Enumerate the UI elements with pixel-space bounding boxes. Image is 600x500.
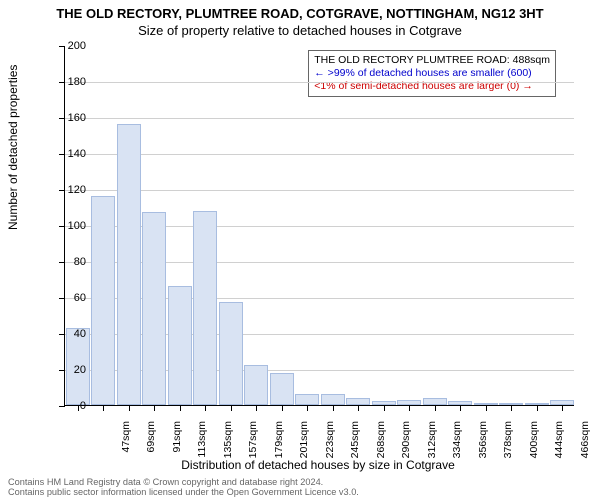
- bar: [321, 394, 345, 405]
- bar: [295, 394, 319, 405]
- xtick: [562, 405, 563, 411]
- xtick: [282, 405, 283, 411]
- ytick-label: 60: [46, 292, 86, 304]
- bar: [193, 211, 217, 405]
- xtick: [205, 405, 206, 411]
- chart-wrap: THE OLD RECTORY PLUMTREE ROAD: 488sqm ← …: [64, 46, 574, 406]
- legend-line-1: THE OLD RECTORY PLUMTREE ROAD: 488sqm: [314, 54, 550, 67]
- bar: [244, 365, 268, 405]
- credits-line-1: Contains HM Land Registry data © Crown c…: [8, 477, 359, 488]
- page-title: THE OLD RECTORY, PLUMTREE ROAD, COTGRAVE…: [0, 0, 600, 21]
- xtick: [511, 405, 512, 411]
- bar: [270, 373, 294, 405]
- ytick-label: 140: [46, 148, 86, 160]
- xtick: [154, 405, 155, 411]
- xtick: [460, 405, 461, 411]
- bar: [91, 196, 115, 405]
- gridline: [65, 82, 574, 83]
- ytick-label: 80: [46, 256, 86, 268]
- plot-area: THE OLD RECTORY PLUMTREE ROAD: 488sqm ← …: [64, 46, 574, 406]
- xtick: [435, 405, 436, 411]
- ytick-label: 0: [46, 400, 86, 412]
- chart-container: THE OLD RECTORY, PLUMTREE ROAD, COTGRAVE…: [0, 0, 600, 500]
- bar: [423, 398, 447, 405]
- xtick: [537, 405, 538, 411]
- bar: [219, 302, 243, 405]
- xtick: [486, 405, 487, 411]
- ytick-label: 200: [46, 40, 86, 52]
- ytick-label: 180: [46, 76, 86, 88]
- bar: [346, 398, 370, 405]
- xtick: [256, 405, 257, 411]
- xtick: [333, 405, 334, 411]
- x-axis-label: Distribution of detached houses by size …: [18, 458, 600, 472]
- credits-line-2: Contains public sector information licen…: [8, 487, 359, 498]
- ytick-label: 100: [46, 220, 86, 232]
- legend-line-2: ← >99% of detached houses are smaller (6…: [314, 67, 550, 80]
- xtick: [409, 405, 410, 411]
- legend-box: THE OLD RECTORY PLUMTREE ROAD: 488sqm ← …: [308, 50, 556, 97]
- y-axis-label: Number of detached properties: [6, 65, 20, 230]
- gridline: [65, 154, 574, 155]
- credits: Contains HM Land Registry data © Crown c…: [8, 477, 359, 498]
- ytick-label: 120: [46, 184, 86, 196]
- gridline: [65, 118, 574, 119]
- bar: [117, 124, 141, 405]
- ytick-label: 20: [46, 364, 86, 376]
- xtick: [129, 405, 130, 411]
- xtick: [384, 405, 385, 411]
- gridline: [65, 190, 574, 191]
- xtick: [180, 405, 181, 411]
- bar: [142, 212, 166, 405]
- xtick: [103, 405, 104, 411]
- xtick: [307, 405, 308, 411]
- page-subtitle: Size of property relative to detached ho…: [0, 23, 600, 38]
- bar: [168, 286, 192, 405]
- ytick-label: 40: [46, 328, 86, 340]
- ytick-label: 160: [46, 112, 86, 124]
- xtick: [358, 405, 359, 411]
- xtick: [231, 405, 232, 411]
